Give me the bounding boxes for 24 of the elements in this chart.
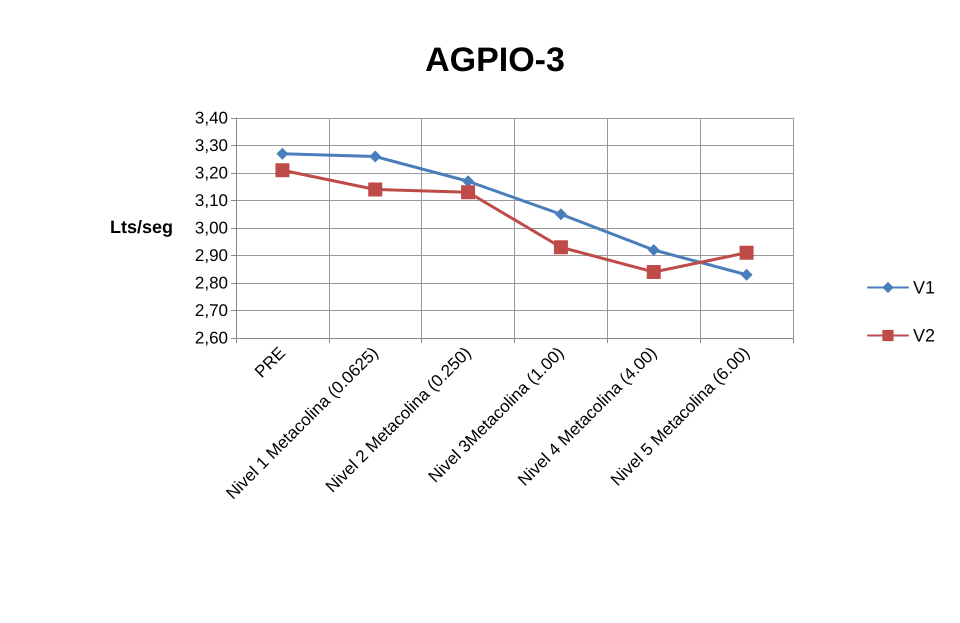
y-tick-label: 2,80 — [194, 274, 228, 292]
point — [368, 182, 382, 196]
y-tick-label: 2,70 — [194, 301, 228, 320]
y-tick-label: 3,20 — [194, 164, 228, 182]
point — [276, 148, 288, 160]
point — [369, 150, 382, 162]
y-tick-label: 3,00 — [194, 218, 228, 238]
y-tick-label: 2,90 — [194, 246, 228, 265]
point — [648, 244, 660, 256]
point — [461, 185, 476, 200]
point — [740, 268, 753, 281]
point — [740, 246, 754, 260]
point — [275, 163, 290, 178]
y-tick-label: 2,60 — [194, 328, 228, 348]
legend-label: V2 — [912, 326, 936, 346]
legend-label: V1 — [912, 278, 936, 298]
point — [646, 265, 661, 279]
y-axis-title: Lts/seg — [110, 217, 174, 237]
point — [554, 208, 567, 220]
y-tick-label: 3,30 — [194, 136, 228, 155]
chart-title: AGPIO-3 — [425, 41, 565, 79]
y-tick-label: 3,40 — [194, 108, 228, 128]
point — [554, 240, 568, 254]
y-tick-label: 3,10 — [194, 191, 228, 210]
